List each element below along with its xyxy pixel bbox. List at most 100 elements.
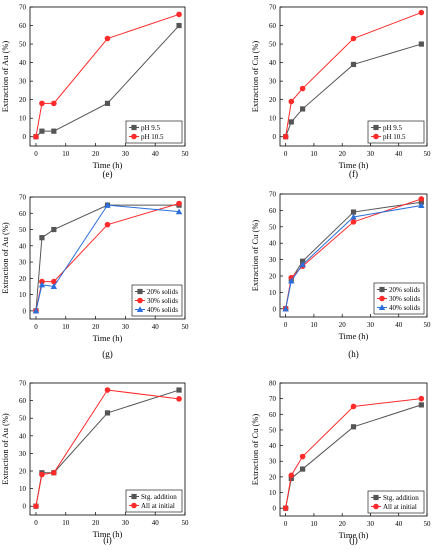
- x-tick-label: 30: [367, 150, 375, 158]
- y-tick-label: 30: [19, 78, 27, 86]
- data-point: [39, 235, 45, 241]
- x-axis-label: Time (h): [93, 160, 123, 170]
- data-point: [350, 35, 357, 42]
- panel-label: (j): [349, 535, 358, 545]
- data-point: [300, 258, 306, 264]
- plot-frame: [29, 196, 186, 320]
- x-axis-label: Time (h): [93, 333, 123, 343]
- legend-label: 30% solids: [389, 295, 420, 303]
- y-tick-label: 60: [269, 22, 277, 30]
- legend-label: pH 10.5: [383, 133, 406, 141]
- legend-label: pH 9.5: [383, 124, 403, 132]
- y-tick-label: 10: [269, 115, 277, 123]
- data-point: [418, 9, 425, 16]
- data-point: [282, 505, 289, 511]
- y-axis-label: Extraction of Cu (%): [250, 220, 260, 292]
- y-tick-label: 70: [269, 191, 277, 199]
- x-tick-label: 10: [310, 321, 318, 329]
- x-tick-label: 0: [284, 150, 288, 158]
- x-tick-label: 20: [92, 150, 100, 158]
- panel-label: (f): [349, 169, 358, 179]
- series-line-1: [35, 389, 180, 507]
- plot-frame: [279, 6, 428, 147]
- x-tick-label: 50: [424, 150, 432, 158]
- data-point: [299, 261, 306, 268]
- legend-label: pH 9.5: [141, 124, 161, 132]
- data-point: [51, 226, 57, 233]
- x-tick-label: 50: [182, 150, 190, 158]
- legend-marker: [137, 297, 143, 304]
- x-tick-label: 40: [395, 520, 403, 528]
- y-tick-label: 40: [269, 240, 277, 248]
- y-tick-label: 30: [19, 450, 27, 458]
- panel-label: (h): [348, 349, 359, 359]
- legend-marker: [137, 288, 143, 295]
- y-tick-label: 60: [19, 397, 27, 405]
- x-tick-label: 50: [424, 520, 432, 528]
- series-line-2: [35, 389, 180, 507]
- x-tick-label: 40: [152, 323, 160, 331]
- data-point: [175, 208, 183, 215]
- data-point: [33, 503, 39, 510]
- y-tick-label: 60: [19, 210, 27, 218]
- x-tick-label: 30: [367, 520, 375, 528]
- x-axis-label: Time (h): [93, 529, 123, 539]
- data-point: [288, 472, 295, 479]
- data-point: [288, 475, 294, 482]
- series-line-2: [285, 12, 422, 137]
- series-line-2: [35, 13, 180, 137]
- x-tick-label: 10: [310, 150, 318, 158]
- data-point: [39, 278, 45, 285]
- panel-label: (e): [103, 169, 113, 179]
- y-tick-label: 0: [23, 133, 27, 141]
- x-tick-label: 10: [62, 323, 70, 331]
- y-axis-label: Extraction of Au (%): [0, 413, 10, 485]
- y-tick-label: 70: [269, 395, 277, 403]
- x-axis-label: Time (h): [339, 530, 369, 540]
- y-tick-label: 40: [269, 59, 277, 67]
- data-point: [350, 424, 357, 430]
- data-point: [104, 221, 111, 228]
- legend: pH 9.5pH 10.5: [367, 120, 425, 144]
- x-tick-label: 10: [62, 519, 70, 527]
- x-tick-label: 30: [122, 323, 130, 331]
- y-tick-label: 40: [19, 242, 27, 250]
- data-point: [350, 219, 357, 225]
- x-tick-label: 50: [424, 321, 432, 329]
- y-tick-label: 0: [273, 305, 277, 313]
- legend-label: 30% solids: [147, 297, 178, 305]
- data-point: [51, 100, 57, 107]
- y-tick-label: 0: [23, 307, 27, 315]
- y-tick-label: 70: [19, 4, 27, 12]
- x-tick-label: 40: [395, 150, 403, 158]
- x-tick-label: 0: [284, 520, 288, 528]
- data-point: [176, 396, 182, 402]
- legend-box: [125, 489, 183, 513]
- y-tick-label: 50: [19, 226, 27, 234]
- y-tick-label: 40: [269, 442, 277, 450]
- legend-label: 40% solids: [147, 306, 178, 314]
- data-point: [418, 202, 425, 209]
- legend-label: All at initial: [383, 503, 417, 511]
- y-tick-label: 0: [23, 503, 27, 511]
- y-tick-label: 80: [269, 380, 277, 388]
- legend-label: All at initial: [141, 502, 175, 510]
- data-point: [350, 403, 357, 410]
- y-tick-label: 20: [269, 273, 277, 281]
- y-tick-label: 50: [269, 426, 277, 434]
- y-tick-label: 50: [269, 41, 277, 49]
- y-tick-label: 70: [269, 4, 277, 12]
- legend-label: Stg. addition: [383, 494, 419, 502]
- plot-frame: [279, 382, 428, 517]
- data-point: [300, 106, 306, 112]
- y-tick-label: 30: [269, 256, 277, 264]
- legend-box: [367, 120, 425, 144]
- data-point: [288, 119, 294, 125]
- legend-marker: [373, 494, 379, 501]
- data-point: [104, 35, 111, 42]
- y-tick-label: 20: [19, 275, 27, 283]
- data-point: [104, 100, 111, 106]
